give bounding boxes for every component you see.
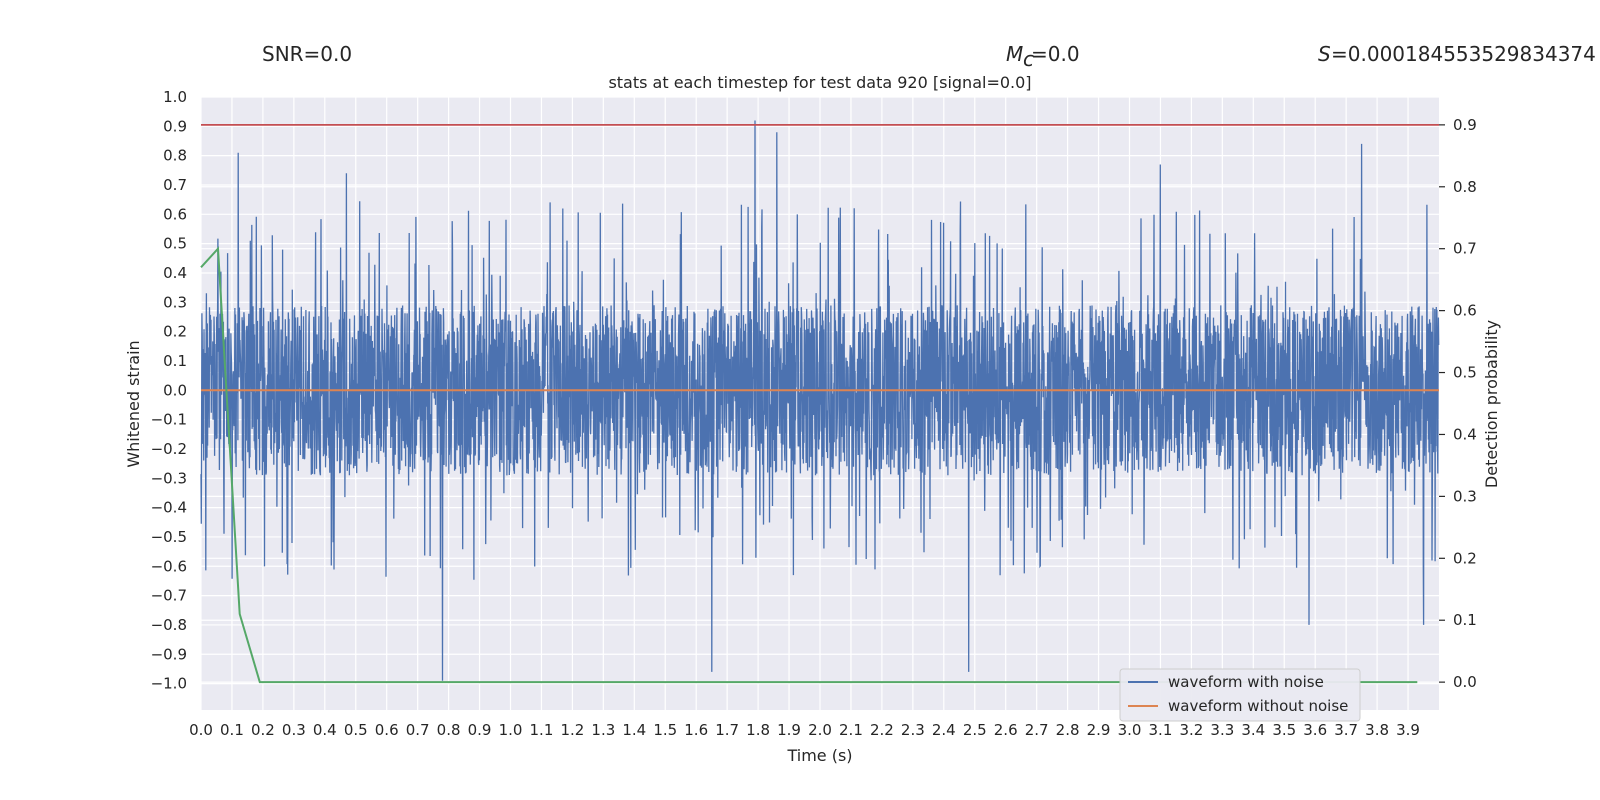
legend-label-noise: waveform with noise xyxy=(1168,673,1324,691)
waveform-with-noise-line xyxy=(200,120,1440,681)
y-tick-label: 0.6 xyxy=(163,205,187,223)
y-tick-label: 0.8 xyxy=(163,147,187,165)
y2-tick-label: 0.1 xyxy=(1453,611,1477,629)
y-tick-label: −0.7 xyxy=(151,587,187,605)
x-tick-label: 1.4 xyxy=(622,721,646,739)
y-tick-label: −0.3 xyxy=(151,469,187,487)
x-axis-label: Time (s) xyxy=(786,746,852,765)
y2-tick-label: 0.4 xyxy=(1453,425,1477,443)
x-tick-label: 3.8 xyxy=(1365,721,1389,739)
y-tick-label: 1.0 xyxy=(163,88,187,106)
x-tick-label: 1.0 xyxy=(499,721,523,739)
x-tick-label: 1.7 xyxy=(715,721,739,739)
x-tick-label: 0.2 xyxy=(251,721,275,739)
y-tick-label: −0.5 xyxy=(151,528,187,546)
snr-label: SNR=0.0 xyxy=(262,42,352,66)
x-tick-label: 2.2 xyxy=(870,721,894,739)
svg-text:c: c xyxy=(1023,47,1034,71)
x-tick-label: 0.3 xyxy=(282,721,306,739)
y-tick-label: −0.1 xyxy=(151,411,187,429)
y2-tick-label: 0.7 xyxy=(1453,240,1477,258)
y2-tick-label: 0.2 xyxy=(1453,549,1477,567)
y2-tick-label: 0.5 xyxy=(1453,364,1477,382)
x-tick-label: 1.9 xyxy=(777,721,801,739)
mc-value: =0.0 xyxy=(1031,42,1080,66)
y2-tick-label: 0.9 xyxy=(1453,116,1477,134)
y-tick-label: 0.3 xyxy=(163,293,187,311)
y-tick-label: 0.2 xyxy=(163,323,187,341)
y2-tick-label: 0.0 xyxy=(1453,673,1477,691)
svg-text:S: S xyxy=(1318,42,1331,66)
y-axis-label: Whitened strain xyxy=(124,340,143,467)
legend: waveform with noise waveform without noi… xyxy=(1119,668,1361,722)
x-tick-label: 2.0 xyxy=(808,721,832,739)
x-tick-label: 2.7 xyxy=(1025,721,1049,739)
x-tick-label: 0.1 xyxy=(220,721,244,739)
x-tick-label: 3.1 xyxy=(1149,721,1173,739)
x-tick-label: 3.3 xyxy=(1210,721,1234,739)
s-label: S =0.000184553529834374 xyxy=(1318,42,1596,66)
y-tick-label: 0.4 xyxy=(163,264,187,282)
s-value: =0.000184553529834374 xyxy=(1331,42,1596,66)
x-tick-label: 2.9 xyxy=(1087,721,1111,739)
x-tick-label: 3.6 xyxy=(1303,721,1327,739)
legend-label-clean: waveform without noise xyxy=(1168,697,1348,715)
x-tick-label: 1.8 xyxy=(746,721,770,739)
mc-label: M c =0.0 xyxy=(1006,42,1080,71)
y-tick-label: −0.2 xyxy=(151,440,187,458)
y2-tick-label: 0.6 xyxy=(1453,302,1477,320)
y2-tick-labels: 0.9 0.8 0.7 0.6 0.5 0.4 0.3 0.2 0.1 0.0 xyxy=(1439,116,1477,691)
y-tick-label: −0.4 xyxy=(151,499,187,517)
x-tick-label: 1.1 xyxy=(530,721,554,739)
y-tick-label: −1.0 xyxy=(151,675,187,693)
y-tick-label: 0.1 xyxy=(163,352,187,370)
x-tick-label: 2.1 xyxy=(839,721,863,739)
x-tick-labels: 0.0 0.1 0.2 0.3 0.4 0.5 0.6 0.7 0.8 0.9 1.0 1.1 1.2 1… xyxy=(189,721,1420,739)
y-tick-label: 0.5 xyxy=(163,235,187,253)
x-tick-label: 1.3 xyxy=(591,721,615,739)
x-tick-label: 3.2 xyxy=(1179,721,1203,739)
y-tick-label: 0.0 xyxy=(163,381,187,399)
y-tick-label: 0.7 xyxy=(163,176,187,194)
x-tick-label: 2.8 xyxy=(1056,721,1080,739)
x-tick-label: 2.4 xyxy=(932,721,956,739)
y-tick-label: −0.9 xyxy=(151,645,187,663)
overlay-lines xyxy=(200,123,1439,684)
x-tick-label: 3.7 xyxy=(1334,721,1358,739)
waveform-with-noise-path xyxy=(200,120,1440,681)
x-tick-label: 0.4 xyxy=(313,721,337,739)
x-tick-label: 0.9 xyxy=(468,721,492,739)
x-tick-label: 2.5 xyxy=(963,721,987,739)
x-tick-label: 3.4 xyxy=(1241,721,1265,739)
svg-text:M: M xyxy=(1006,42,1023,66)
x-tick-label: 1.6 xyxy=(684,721,708,739)
y2-tick-label: 0.8 xyxy=(1453,178,1477,196)
y2-axis-label: Detection probability xyxy=(1482,320,1501,488)
y-tick-labels: 1.0 0.9 0.8 0.7 0.6 0.5 0.4 0.3 0.2 0.1 0.0 −0.1 −0.… xyxy=(151,88,187,693)
x-tick-label: 1.2 xyxy=(560,721,584,739)
x-tick-label: 2.6 xyxy=(994,721,1018,739)
x-tick-label: 0.8 xyxy=(437,721,461,739)
x-tick-label: 2.3 xyxy=(901,721,925,739)
y2-tick-label: 0.3 xyxy=(1453,487,1477,505)
x-tick-label: 3.9 xyxy=(1396,721,1420,739)
chart-title: stats at each timestep for test data 920… xyxy=(608,73,1031,92)
x-tick-label: 3.5 xyxy=(1272,721,1296,739)
x-tick-label: 3.0 xyxy=(1118,721,1142,739)
x-tick-label: 0.6 xyxy=(375,721,399,739)
x-tick-label: 0.5 xyxy=(344,721,368,739)
y-tick-label: −0.6 xyxy=(151,557,187,575)
x-tick-label: 0.7 xyxy=(406,721,430,739)
y-tick-label: 0.9 xyxy=(163,117,187,135)
y-tick-label: −0.8 xyxy=(151,616,187,634)
detection-probability-line xyxy=(200,246,1418,684)
x-tick-label: 0.0 xyxy=(189,721,213,739)
x-tick-label: 1.5 xyxy=(653,721,677,739)
